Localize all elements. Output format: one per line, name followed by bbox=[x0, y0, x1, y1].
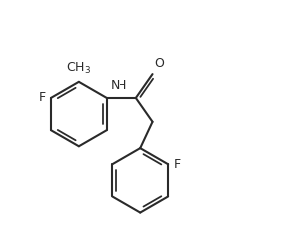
Text: CH$_3$: CH$_3$ bbox=[66, 61, 91, 77]
Text: F: F bbox=[38, 92, 46, 105]
Text: O: O bbox=[154, 57, 164, 70]
Text: N: N bbox=[111, 79, 120, 92]
Text: H: H bbox=[117, 79, 126, 92]
Text: F: F bbox=[173, 158, 181, 171]
